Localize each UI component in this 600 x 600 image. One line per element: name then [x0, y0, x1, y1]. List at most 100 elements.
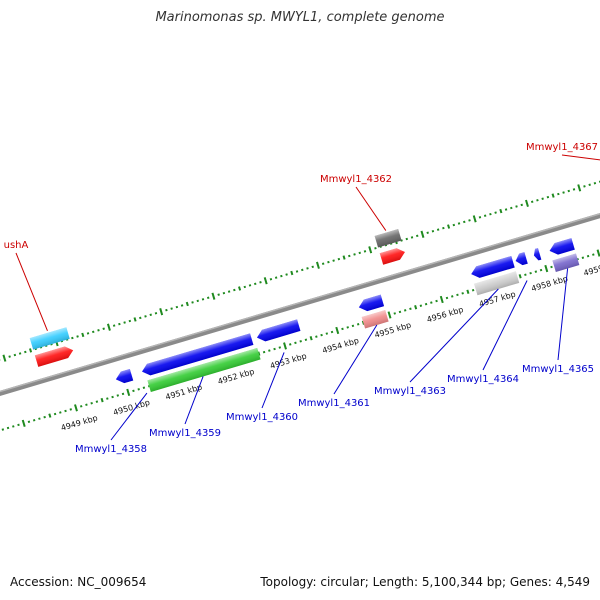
tick-mark-outer: [254, 282, 257, 286]
gene-label-mmwyl1_4359[interactable]: Mmwyl1_4359: [149, 428, 221, 439]
tick-mark-outer: [106, 323, 111, 331]
tick-mark-inner: [398, 310, 402, 314]
gene-features: [29, 228, 580, 392]
callout-line: [184, 376, 204, 425]
genome-backbone-highlight: [0, 160, 600, 446]
tick-mark-outer: [588, 183, 591, 187]
topology-text: Topology: circular; Length: 5,100,344 bp…: [260, 575, 590, 589]
tick-mark-outer: [420, 230, 425, 238]
scale-label: 4953 kbp: [269, 351, 308, 370]
tick-mark-inner: [356, 323, 360, 326]
tick-mark-inner: [53, 412, 57, 416]
callout-line: [409, 288, 499, 383]
gene-gloss: [358, 294, 385, 312]
tick-mark-inner: [38, 417, 41, 420]
tick-mark-outer: [337, 257, 341, 261]
tick-mark-inner: [450, 295, 454, 298]
tick-mark-inner: [330, 330, 334, 334]
gene-gloss: [141, 333, 254, 376]
tick-mark-outer: [290, 270, 294, 276]
tick-mark-outer: [29, 348, 33, 353]
tick-mark-inner: [132, 389, 135, 393]
tick-mark-outer: [238, 286, 242, 291]
tick-mark-outer: [557, 192, 560, 196]
tick-mark-inner: [137, 388, 140, 391]
gene-label-mmwyl1_4358[interactable]: Mmwyl1_4358: [75, 444, 147, 455]
tick-mark-inner: [466, 289, 470, 294]
gene-label-mmwyl1_4362[interactable]: Mmwyl1_4362: [320, 174, 392, 185]
tick-mark-inner: [430, 301, 433, 304]
tick-mark-outer: [154, 312, 158, 315]
tick-mark-outer: [546, 195, 550, 199]
tick-mark-inner: [435, 299, 438, 303]
tick-mark-outer: [442, 226, 445, 230]
gene-label-usha[interactable]: ushA: [4, 240, 29, 251]
tick-mark-inner: [596, 249, 600, 257]
gene-label-mmwyl1_4364[interactable]: Mmwyl1_4364: [447, 374, 519, 385]
gene-gloss: [533, 248, 542, 261]
tick-mark-inner: [116, 394, 120, 397]
gene-gloss: [115, 368, 134, 384]
tick-mark-outer: [118, 322, 121, 326]
tick-mark-outer: [562, 191, 565, 194]
tick-mark-outer: [24, 350, 27, 354]
gene-label-mmwyl1_4363[interactable]: Mmwyl1_4363: [374, 386, 446, 397]
tick-mark-inner: [111, 395, 114, 399]
tick-mark-outer: [144, 315, 147, 318]
tick-mark-outer: [510, 206, 513, 210]
tick-mark-outer: [311, 265, 314, 269]
tick-mark-outer: [327, 260, 330, 264]
tick-mark-outer: [358, 251, 362, 255]
tick-mark-inner: [85, 403, 88, 407]
tick-mark-inner: [126, 388, 131, 397]
tick-mark-outer: [76, 335, 79, 338]
gene-gloss: [34, 346, 74, 367]
tick-mark-outer: [123, 321, 126, 324]
tick-mark-outer: [175, 305, 179, 309]
tick-mark-outer: [489, 212, 492, 216]
tick-mark-inner: [325, 332, 329, 335]
page-title: Marinomonas sp. MWYL1, complete genome: [155, 10, 445, 25]
tick-mark-inner: [309, 336, 313, 341]
tick-mark-inner: [48, 413, 52, 418]
gene-gloss: [379, 248, 405, 265]
tick-mark-inner: [21, 419, 26, 427]
tick-mark-outer: [494, 211, 497, 214]
tick-mark-inner: [288, 343, 292, 346]
scale-label: 4958 kbp: [530, 274, 569, 293]
tick-mark-outer: [515, 205, 518, 208]
tick-mark-inner: [262, 350, 266, 354]
gene-label-mmwyl1_4365[interactable]: Mmwyl1_4365: [522, 364, 594, 375]
gene-label-mmwyl1_4367[interactable]: Mmwyl1_4367: [526, 142, 598, 153]
tick-mark-outer: [436, 228, 440, 231]
callout-line: [482, 280, 528, 371]
gene-label-mmwyl1_4361[interactable]: Mmwyl1_4361: [298, 398, 370, 409]
callout-line: [557, 268, 569, 361]
tick-mark-inner: [414, 305, 418, 310]
tick-mark-outer: [316, 261, 320, 269]
tick-mark-outer: [274, 276, 278, 279]
tick-mark-outer: [463, 220, 466, 224]
tick-mark-outer: [102, 327, 105, 330]
tick-mark-inner: [341, 327, 344, 331]
tick-mark-outer: [139, 316, 142, 320]
scale-label: 4950 kbp: [112, 398, 151, 417]
tick-mark-outer: [2, 354, 7, 362]
gene-callouts: ushAMmwyl1_4362Mmwyl1_4367Mmwyl1_4358Mmw…: [4, 142, 600, 455]
tick-mark-outer: [321, 262, 325, 265]
tick-mark-inner: [95, 400, 99, 403]
tick-mark-inner: [403, 309, 407, 312]
tick-mark-outer: [165, 308, 168, 312]
gene-gloss: [552, 253, 580, 272]
tick-mark-outer: [159, 308, 164, 316]
tick-mark-inner: [424, 302, 428, 306]
tick-mark-outer: [306, 267, 309, 270]
gene-label-mmwyl1_4360[interactable]: Mmwyl1_4360: [226, 412, 298, 423]
tick-mark-inner: [59, 411, 62, 414]
tick-mark-outer: [217, 293, 220, 296]
callout-line: [333, 324, 378, 395]
tick-mark-inner: [90, 401, 93, 405]
tick-mark-outer: [285, 273, 288, 276]
tick-mark-inner: [100, 397, 104, 403]
tick-mark-outer: [483, 214, 487, 217]
